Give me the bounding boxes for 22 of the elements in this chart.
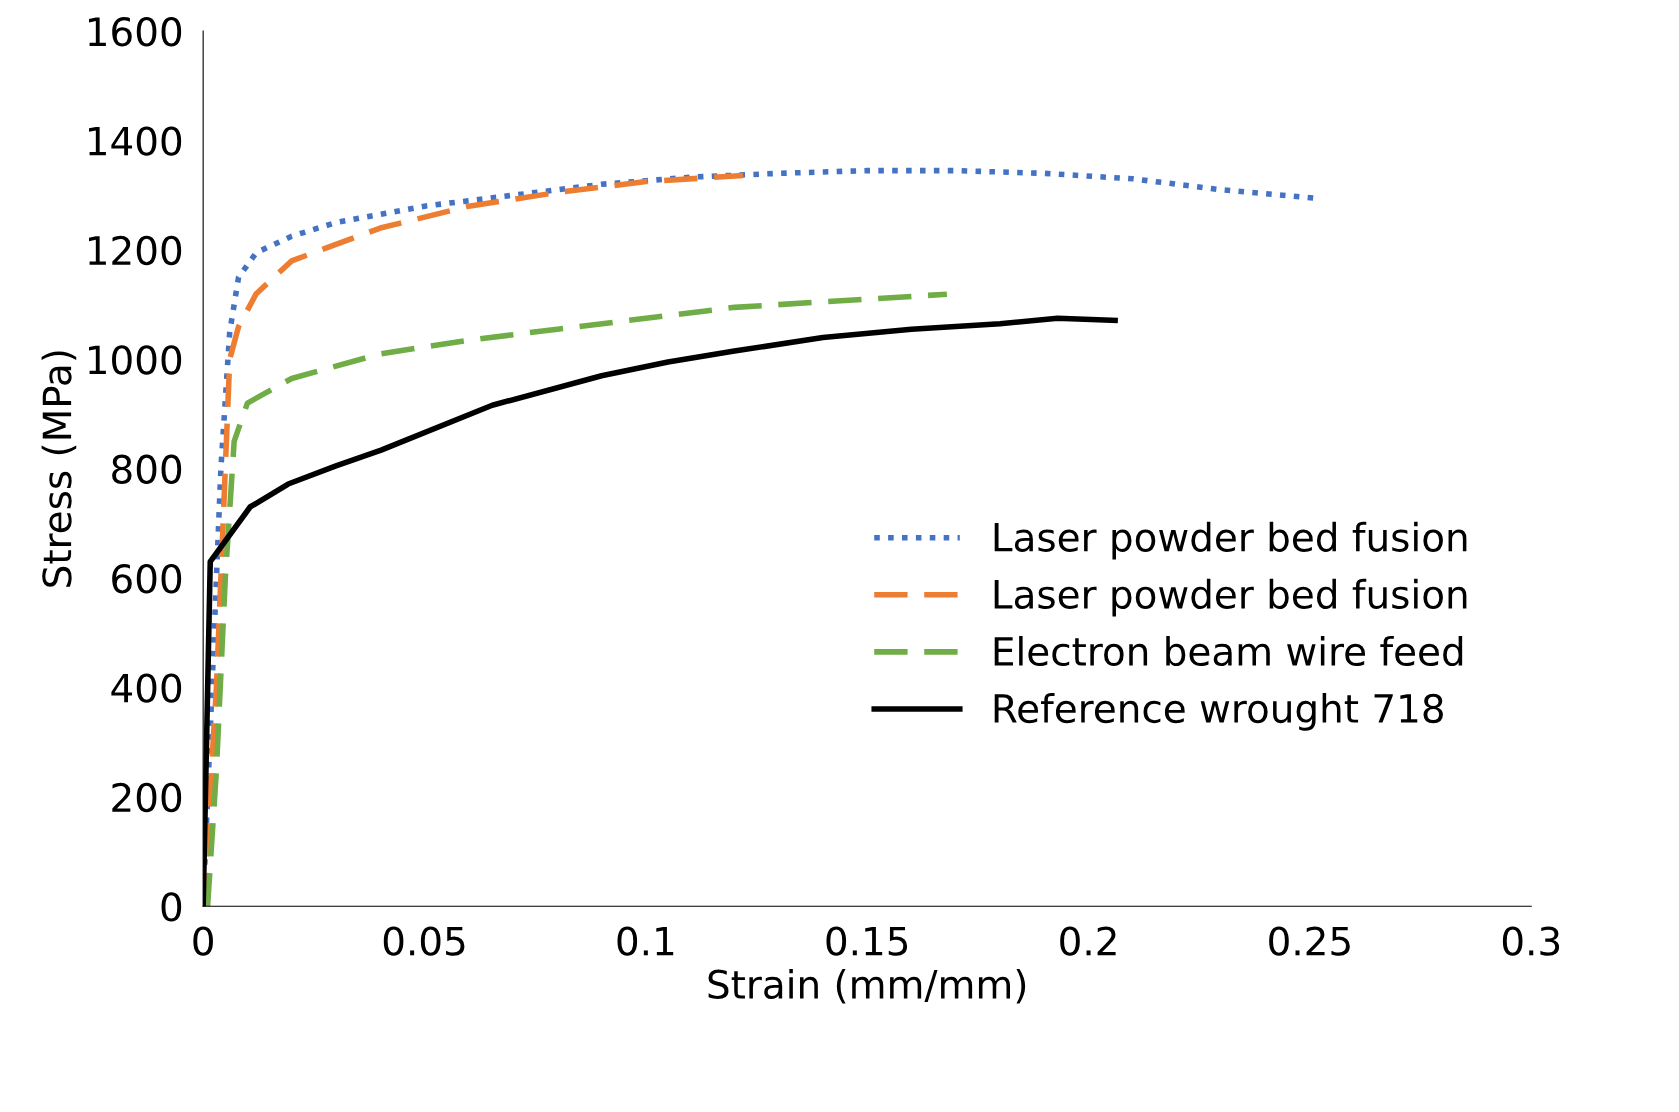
x-tick-label: 0.25 [1269,926,1350,956]
legend-label: Laser powder bed fusion [994,578,1467,617]
x-tick-label: 0.1 [617,926,674,956]
y-tick-label: 200 [112,782,182,813]
y-tick-label: 1400 [89,126,182,156]
x-tick-label: 0.15 [826,926,908,956]
legend-label: Electron beam wire feed [994,635,1463,667]
y-tick-label: 1200 [89,235,182,266]
y-tick-label: 0 [161,892,182,922]
y-tick-label: 600 [112,564,182,594]
y-tick-label: 1600 [89,17,182,47]
x-axis-title: Strain (mm/mm) [708,968,1026,1004]
x-tick-label: 0.2 [1060,926,1116,956]
legend-label: Laser powder bed fusion [994,521,1467,560]
y-axis-title: Stress (MPa) [41,351,77,587]
x-tick-label: 0.3 [1502,926,1560,956]
y-tick-label: 800 [112,454,182,485]
x-tick-label: 0.05 [383,926,465,956]
y-tick-label: 1000 [89,345,182,375]
x-tick-label: 0 [193,926,213,956]
y-tick-label: 400 [111,673,182,703]
legend-label: Reference wrought 718 [994,693,1443,731]
